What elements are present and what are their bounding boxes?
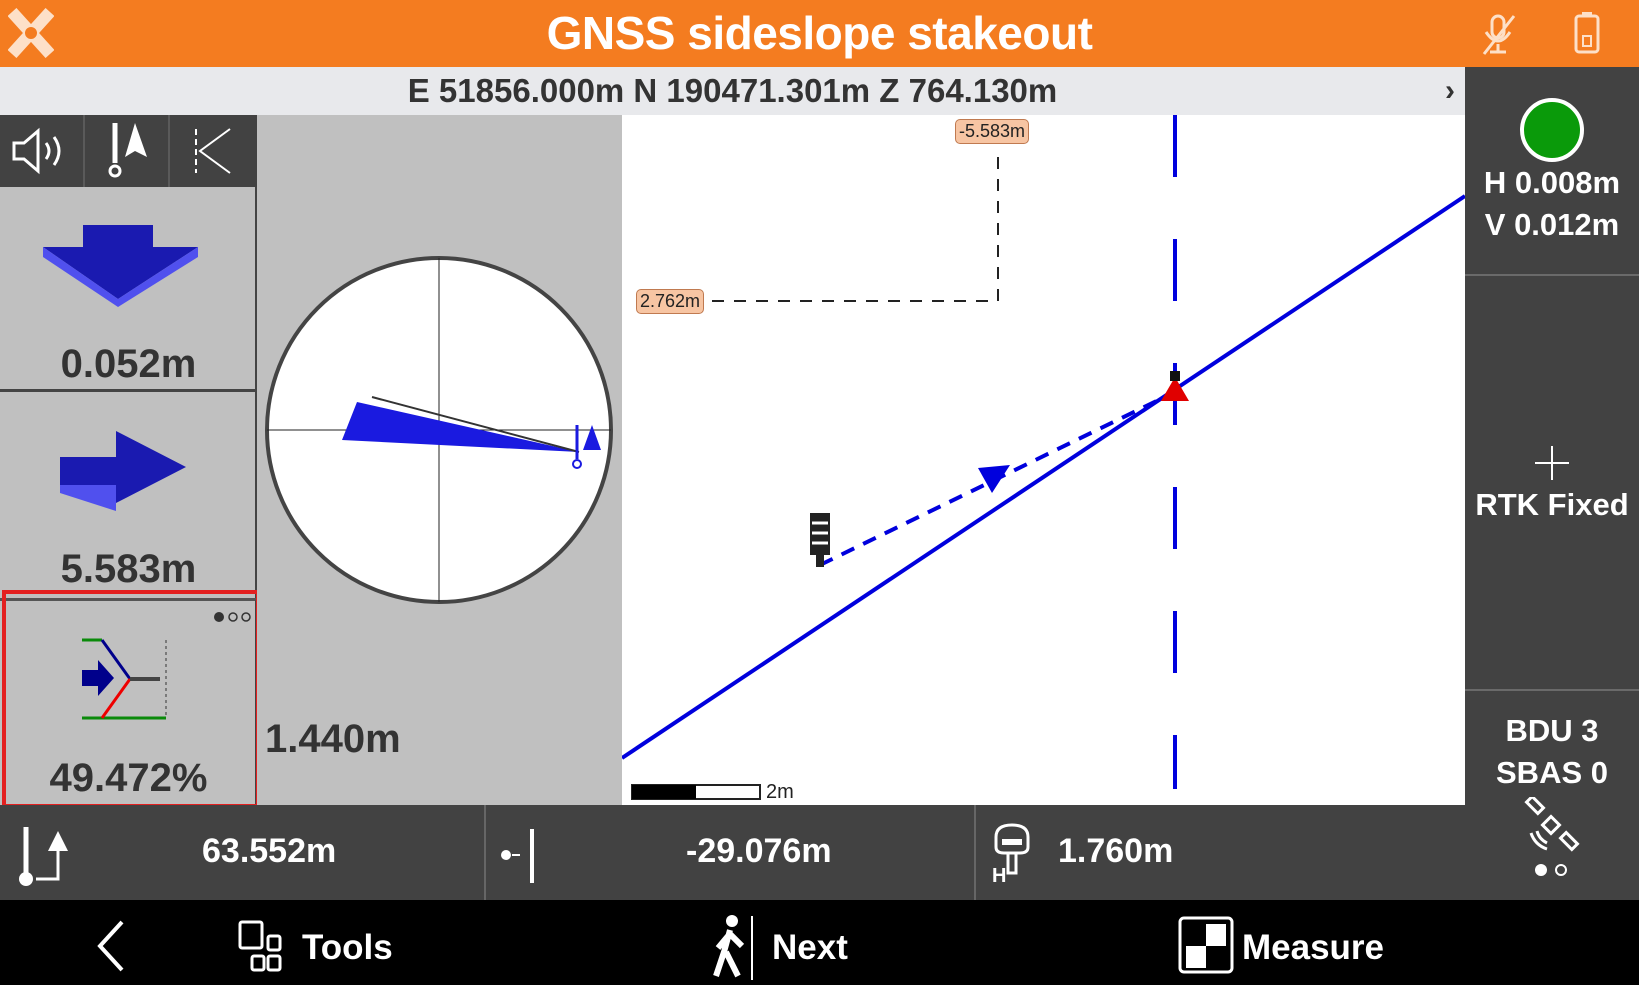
arrow-down-icon bbox=[43, 225, 198, 307]
sbas-count: SBAS 0 bbox=[1496, 755, 1608, 790]
v-precision: V 0.012m bbox=[1484, 207, 1620, 242]
next-label: Next bbox=[772, 928, 848, 967]
target-icon bbox=[1161, 371, 1189, 401]
x-logo-icon[interactable] bbox=[8, 8, 54, 58]
measure-icon bbox=[1178, 916, 1234, 974]
north-point-button[interactable] bbox=[85, 115, 170, 187]
map-canvas bbox=[620, 115, 1467, 800]
station-distance-icon bbox=[19, 827, 68, 886]
highlight-box bbox=[2, 590, 260, 808]
horizontal-distance-label: 2.762m bbox=[636, 289, 705, 314]
vertical-offset-panel[interactable]: 0.052m bbox=[0, 187, 257, 392]
horizontal-offset-panel[interactable]: 5.583m bbox=[0, 392, 257, 598]
battery-icon bbox=[1574, 12, 1600, 54]
slope-line bbox=[620, 194, 1467, 760]
height-value: 1.440m bbox=[265, 717, 401, 761]
page-dots bbox=[214, 612, 251, 622]
left-toolbar bbox=[0, 115, 257, 187]
sideslope-icon bbox=[82, 638, 167, 720]
north-point-icon bbox=[108, 123, 147, 178]
rod-icon bbox=[810, 513, 830, 567]
coordinates-text: E 51856.000m N 190471.301m Z 764.130m bbox=[407, 72, 1058, 109]
offset-guides bbox=[712, 157, 999, 302]
offset-icon bbox=[501, 829, 534, 883]
offset-value: -29.076m bbox=[686, 832, 832, 870]
page-title: GNSS sideslope stakeout bbox=[546, 7, 1093, 59]
satellite-icon[interactable] bbox=[1523, 797, 1583, 857]
station-distance-value: 63.552m bbox=[202, 832, 337, 870]
tools-label: Tools bbox=[302, 928, 393, 967]
bottom-nav: Tools Next Measure bbox=[0, 900, 1639, 985]
tools-icon bbox=[238, 920, 282, 972]
speaker-icon bbox=[12, 127, 61, 175]
page-dots bbox=[1535, 864, 1567, 876]
vertical-distance-label: -5.583m bbox=[955, 119, 1030, 144]
coordinates-bar[interactable]: E 51856.000m N 190471.301m Z 764.130m › bbox=[0, 67, 1465, 115]
measure-label: Measure bbox=[1242, 928, 1385, 967]
header-bar: GNSS sideslope stakeout bbox=[0, 0, 1639, 67]
antenna-h-label: H bbox=[992, 865, 1007, 887]
crosshair-icon bbox=[1535, 446, 1569, 480]
antenna-height-icon bbox=[994, 823, 1030, 875]
slope-value: 49.472% bbox=[49, 756, 208, 800]
arrow-right-icon bbox=[60, 431, 186, 511]
bdu-count: BDU 3 bbox=[1505, 713, 1599, 748]
sound-button[interactable] bbox=[0, 115, 85, 187]
stakeout-map[interactable]: -5.583m 2.762m 2m bbox=[620, 115, 1467, 805]
back-button[interactable] bbox=[92, 918, 132, 974]
compass-area: 1.440m bbox=[257, 187, 622, 805]
antenna-height-value[interactable]: 1.760m bbox=[1058, 832, 1174, 870]
slope-button[interactable] bbox=[170, 115, 255, 187]
chevron-right-icon[interactable]: › bbox=[1445, 74, 1455, 107]
h-precision: H 0.008m bbox=[1483, 165, 1621, 200]
mic-off-icon[interactable] bbox=[1478, 12, 1520, 56]
direction-arrow-icon bbox=[978, 465, 1010, 493]
slope-icon bbox=[195, 128, 231, 174]
right-status-panel: H 0.008m V 0.012m RTK Fixed BDU 3 SBAS 0 bbox=[1465, 67, 1639, 900]
fix-status: RTK Fixed bbox=[1475, 487, 1629, 522]
vertical-offset-value: 0.052m bbox=[60, 342, 197, 386]
compass bbox=[265, 256, 613, 604]
walking-person-icon bbox=[713, 915, 753, 980]
bottom-info-bar: 63.552m -29.076m H 1.760m bbox=[0, 805, 1465, 900]
horizontal-offset-value: 5.583m bbox=[60, 547, 197, 591]
scale-label: 2m bbox=[766, 781, 794, 803]
status-indicator bbox=[1520, 98, 1584, 162]
